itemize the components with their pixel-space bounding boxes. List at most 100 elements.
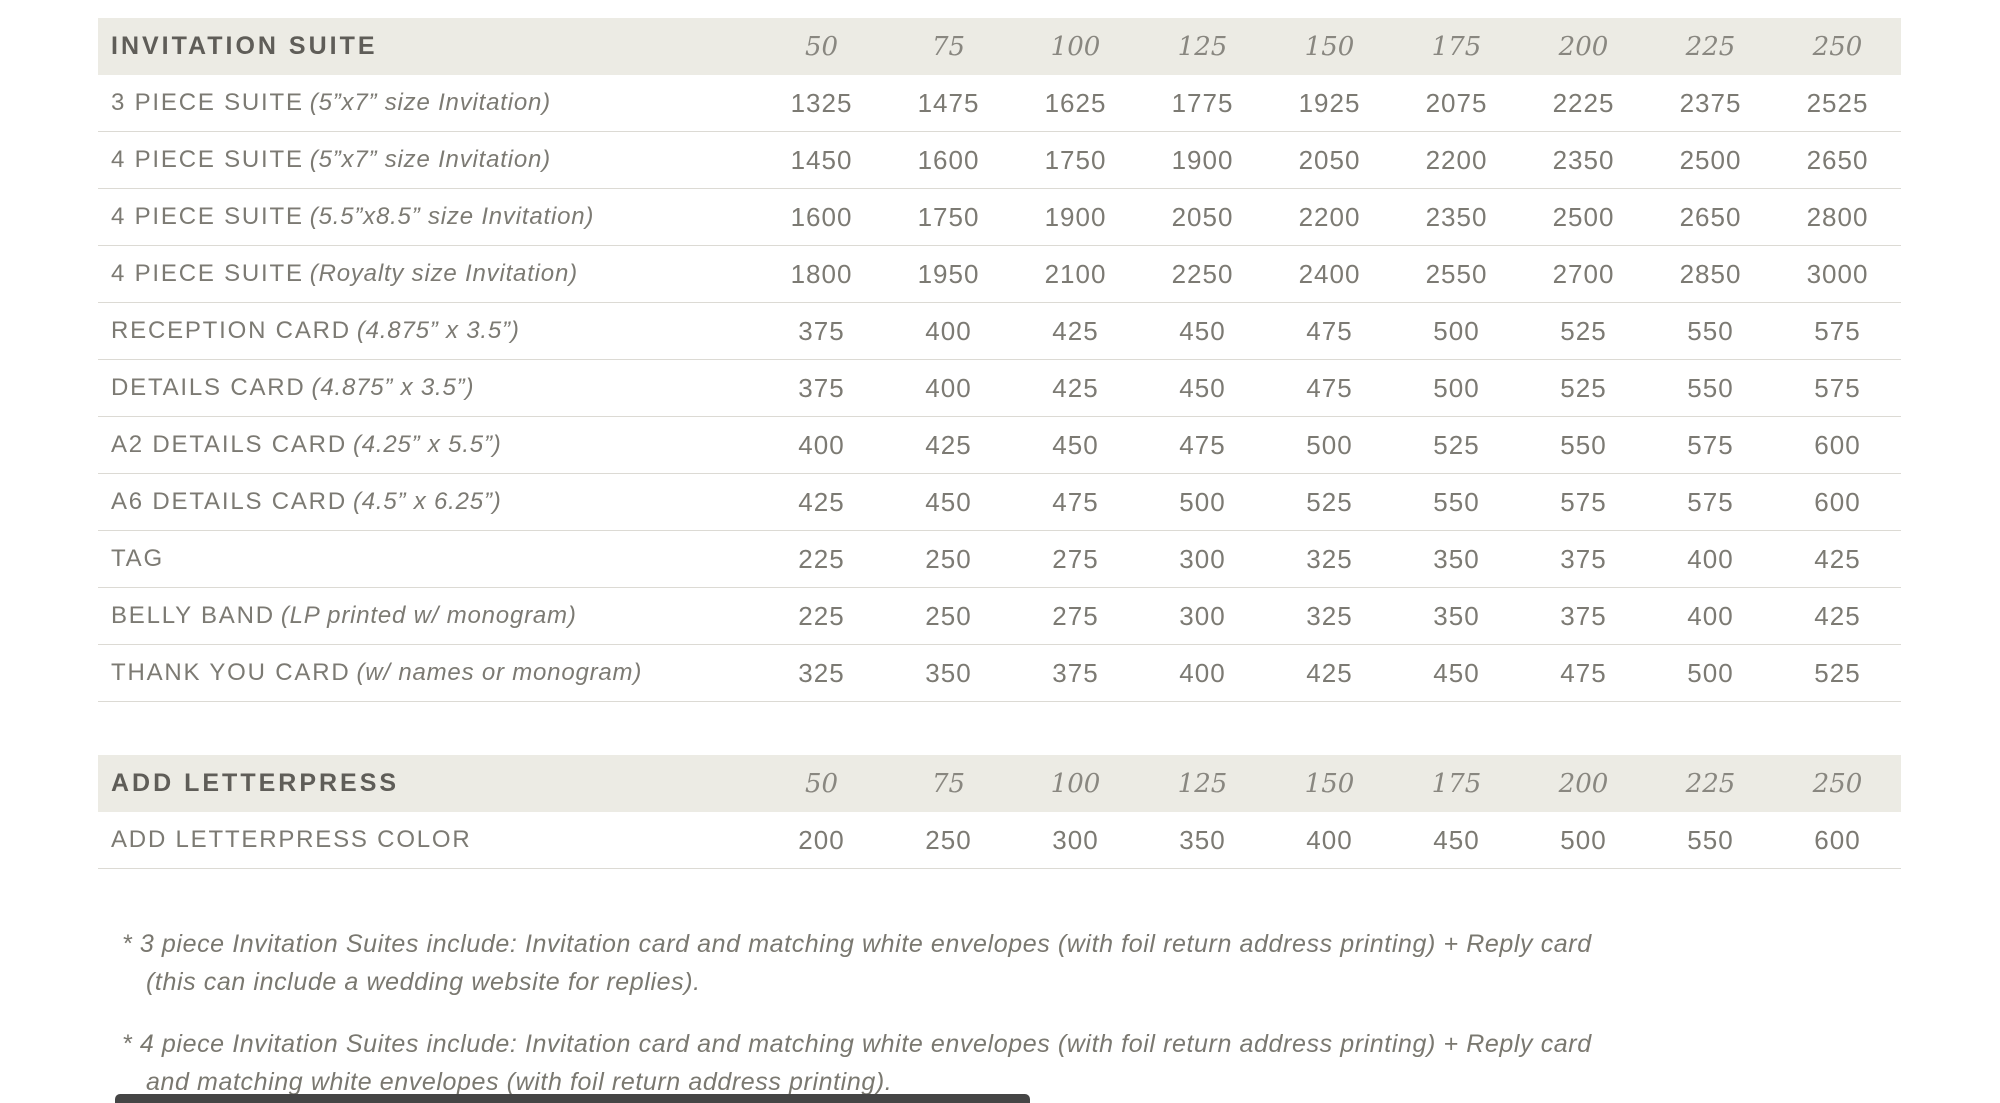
price-cell: 350 <box>1433 600 1480 631</box>
price-cell: 2850 <box>1679 258 1742 289</box>
row-label: TAG <box>98 545 758 573</box>
row-label-main: BELLY BAND <box>111 602 275 629</box>
price-cell: 300 <box>1179 600 1226 631</box>
price-cell: 575 <box>1814 315 1861 346</box>
price-cell: 2650 <box>1806 144 1869 175</box>
quantity-header: 175 <box>1431 31 1482 62</box>
row-label-detail: (4.875” x 3.5”) <box>311 374 475 401</box>
price-cell: 525 <box>1560 372 1607 403</box>
table-row: BELLY BAND (LP printed w/ monogram) 225 250… <box>98 588 1901 645</box>
price-cell: 475 <box>1560 657 1607 688</box>
price-cell: 2375 <box>1679 87 1742 118</box>
quantity-header: 150 <box>1304 31 1355 62</box>
price-cell: 550 <box>1433 486 1480 517</box>
row-label-main: 3 PIECE SUITE <box>111 89 304 116</box>
price-cell: 450 <box>1179 315 1226 346</box>
price-cell: 1600 <box>790 201 853 232</box>
price-cell: 575 <box>1687 429 1734 460</box>
quantity-header: 200 <box>1558 768 1609 799</box>
price-cell: 2225 <box>1552 87 1615 118</box>
row-label-detail: (w/ names or monogram) <box>356 659 643 686</box>
table-header-band: INVITATION SUITE 50 75 100 125 150 175 200 225 25… <box>98 18 1901 75</box>
price-cell: 525 <box>1306 486 1353 517</box>
row-label-main: TAG <box>111 545 164 572</box>
price-cell: 425 <box>925 429 972 460</box>
price-cell: 250 <box>925 600 972 631</box>
price-cell: 2550 <box>1425 258 1488 289</box>
invitation-suite-table: INVITATION SUITE 50 75 100 125 150 175 200 225 25… <box>98 18 1901 702</box>
tables-area: INVITATION SUITE 50 75 100 125 150 175 200 225 25… <box>98 0 1901 869</box>
row-label-detail: (5”x7” size Invitation) <box>309 146 551 173</box>
row-label: ADD LETTERPRESS COLOR <box>98 826 758 854</box>
price-cell: 325 <box>1306 600 1353 631</box>
row-label: 4 PIECE SUITE (5”x7” size Invitation) <box>98 146 758 174</box>
quantity-header: 50 <box>804 768 839 799</box>
footnote: * 3 piece Invitation Suites include: Inv… <box>122 925 2000 1001</box>
row-label: THANK YOU CARD (w/ names or monogram) <box>98 659 758 687</box>
quantity-header: 250 <box>1812 768 1863 799</box>
row-label-main: 4 PIECE SUITE <box>111 203 304 230</box>
price-cell: 475 <box>1179 429 1226 460</box>
table-row: A6 DETAILS CARD (4.5” x 6.25”) 425 450 475 50… <box>98 474 1901 531</box>
row-label-main: THANK YOU CARD <box>111 659 351 686</box>
price-cell: 2400 <box>1298 258 1361 289</box>
row-label-main: 4 PIECE SUITE <box>111 146 304 173</box>
row-label: A6 DETAILS CARD (4.5” x 6.25”) <box>98 488 758 516</box>
horizontal-scrollbar-thumb[interactable] <box>115 1094 1030 1103</box>
price-cell: 550 <box>1560 429 1607 460</box>
price-cell: 2500 <box>1679 144 1742 175</box>
price-cell: 1925 <box>1298 87 1361 118</box>
price-cell: 225 <box>798 543 845 574</box>
price-cell: 2050 <box>1171 201 1234 232</box>
price-cell: 475 <box>1306 372 1353 403</box>
row-label: 4 PIECE SUITE (Royalty size Invitation) <box>98 260 758 288</box>
table-row: DETAILS CARD (4.875” x 3.5”) 375 400 425 450 4… <box>98 360 1901 417</box>
price-cell: 450 <box>1179 372 1226 403</box>
price-cell: 425 <box>1052 372 1099 403</box>
quantity-header: 225 <box>1685 31 1736 62</box>
price-cell: 600 <box>1814 824 1861 855</box>
price-cell: 400 <box>1687 600 1734 631</box>
row-label: 4 PIECE SUITE (5.5”x8.5” size Invitation) <box>98 203 758 231</box>
price-cell: 275 <box>1052 600 1099 631</box>
price-cell: 2050 <box>1298 144 1361 175</box>
price-cell: 1750 <box>1044 144 1107 175</box>
price-cell: 1625 <box>1044 87 1107 118</box>
price-cell: 275 <box>1052 543 1099 574</box>
quantity-header: 225 <box>1685 768 1736 799</box>
quantity-header: 175 <box>1431 768 1482 799</box>
footnotes: * 3 piece Invitation Suites include: Inv… <box>122 925 2000 1101</box>
row-label-main: A2 DETAILS CARD <box>111 431 347 458</box>
price-cell: 2500 <box>1552 201 1615 232</box>
price-cell: 450 <box>925 486 972 517</box>
price-cell: 2250 <box>1171 258 1234 289</box>
price-cell: 575 <box>1560 486 1607 517</box>
footnote-line: (this can include a wedding website for … <box>146 968 701 996</box>
price-cell: 300 <box>1052 824 1099 855</box>
price-cell: 2350 <box>1425 201 1488 232</box>
price-cell: 1800 <box>790 258 853 289</box>
price-cell: 550 <box>1687 824 1734 855</box>
table-row: 3 PIECE SUITE (5”x7” size Invitation) 1325… <box>98 75 1901 132</box>
price-cell: 550 <box>1687 315 1734 346</box>
price-cell: 500 <box>1306 429 1353 460</box>
row-label-detail: (4.875” x 3.5”) <box>356 317 520 344</box>
add-letterpress-table: ADD LETTERPRESS 50 75 100 125 150 175 200 225 250… <box>98 755 1901 869</box>
price-cell: 600 <box>1814 486 1861 517</box>
price-cell: 450 <box>1433 657 1480 688</box>
price-cell: 1475 <box>917 87 980 118</box>
price-cell: 500 <box>1433 372 1480 403</box>
row-label-main: ADD LETTERPRESS COLOR <box>111 826 472 853</box>
price-cell: 375 <box>798 372 845 403</box>
row-label: A2 DETAILS CARD (4.25” x 5.5”) <box>98 431 758 459</box>
price-cell: 325 <box>1306 543 1353 574</box>
price-cell: 1950 <box>917 258 980 289</box>
price-cell: 500 <box>1560 824 1607 855</box>
price-cell: 400 <box>798 429 845 460</box>
row-label-detail: (4.5” x 6.25”) <box>352 488 502 515</box>
footnote: * 4 piece Invitation Suites include: Inv… <box>122 1025 2000 1101</box>
price-cell: 3000 <box>1806 258 1869 289</box>
price-cell: 575 <box>1814 372 1861 403</box>
quantity-header: 100 <box>1050 31 1101 62</box>
price-cell: 2100 <box>1044 258 1107 289</box>
